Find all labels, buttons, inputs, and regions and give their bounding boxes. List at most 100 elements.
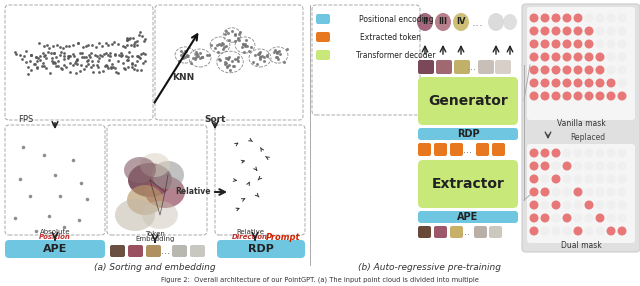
- Point: [278, 59, 289, 64]
- Ellipse shape: [140, 153, 170, 177]
- FancyBboxPatch shape: [128, 245, 143, 257]
- Circle shape: [552, 78, 561, 88]
- FancyBboxPatch shape: [190, 245, 205, 257]
- Point: [95, 53, 106, 57]
- Point: [191, 54, 202, 59]
- FancyBboxPatch shape: [476, 143, 489, 156]
- Text: Replaced: Replaced: [570, 132, 605, 142]
- Circle shape: [573, 27, 582, 35]
- Text: (a) Sorting and embedding: (a) Sorting and embedding: [94, 263, 216, 273]
- Point: [56, 49, 67, 54]
- Point: [49, 60, 59, 65]
- Point: [103, 43, 113, 48]
- Circle shape: [563, 188, 572, 196]
- Point: [116, 54, 126, 58]
- Circle shape: [552, 200, 561, 210]
- Point: [134, 33, 144, 38]
- Point: [68, 63, 78, 67]
- Text: RDP: RDP: [457, 129, 479, 139]
- Text: (b) Auto-regressive pre-training: (b) Auto-regressive pre-training: [358, 263, 502, 273]
- Point: [182, 54, 192, 58]
- Point: [59, 57, 69, 61]
- Point: [191, 52, 201, 56]
- Point: [223, 56, 234, 61]
- Point: [68, 157, 78, 162]
- Point: [15, 176, 25, 181]
- Text: Positional encoding: Positional encoding: [358, 15, 433, 23]
- Point: [24, 59, 35, 63]
- Text: ...: ...: [463, 145, 472, 155]
- Circle shape: [541, 227, 550, 235]
- Circle shape: [618, 53, 627, 61]
- Circle shape: [573, 188, 582, 196]
- Circle shape: [552, 148, 561, 158]
- Point: [190, 57, 200, 61]
- Point: [39, 64, 49, 68]
- Point: [84, 54, 95, 59]
- Point: [81, 44, 92, 49]
- Text: Position: Position: [39, 234, 71, 240]
- Point: [120, 66, 131, 71]
- Point: [17, 56, 27, 61]
- Point: [220, 60, 230, 64]
- Point: [99, 64, 109, 68]
- Point: [262, 53, 272, 57]
- Circle shape: [584, 53, 593, 61]
- Point: [106, 66, 116, 70]
- Circle shape: [541, 13, 550, 23]
- Point: [35, 58, 45, 63]
- Point: [100, 63, 111, 67]
- Point: [255, 55, 265, 59]
- Point: [26, 67, 36, 72]
- Point: [132, 68, 143, 73]
- Point: [127, 61, 137, 66]
- Point: [29, 61, 39, 66]
- Ellipse shape: [488, 13, 504, 31]
- Point: [31, 55, 41, 59]
- Point: [221, 55, 232, 60]
- Point: [63, 54, 74, 58]
- Circle shape: [573, 53, 582, 61]
- Point: [53, 64, 63, 68]
- Point: [237, 45, 247, 49]
- Point: [132, 54, 143, 58]
- Point: [127, 54, 138, 58]
- Circle shape: [563, 148, 572, 158]
- Point: [125, 36, 135, 41]
- Point: [10, 216, 20, 221]
- Text: Extracted token: Extracted token: [360, 33, 422, 41]
- Point: [176, 53, 186, 57]
- Point: [73, 41, 83, 45]
- Point: [37, 64, 47, 69]
- Point: [42, 43, 52, 47]
- Circle shape: [573, 65, 582, 74]
- Point: [218, 47, 228, 52]
- Circle shape: [552, 174, 561, 184]
- FancyBboxPatch shape: [217, 240, 305, 258]
- FancyBboxPatch shape: [172, 245, 187, 257]
- Point: [40, 53, 51, 57]
- Point: [83, 61, 93, 66]
- Point: [93, 41, 104, 46]
- Point: [102, 63, 112, 68]
- Point: [68, 43, 79, 47]
- Point: [272, 50, 282, 55]
- Circle shape: [529, 78, 538, 88]
- Text: III: III: [438, 17, 447, 27]
- Text: RDP: RDP: [248, 244, 274, 254]
- Point: [186, 60, 196, 65]
- Point: [232, 35, 243, 40]
- Point: [118, 43, 129, 48]
- Circle shape: [618, 162, 627, 170]
- Text: ...: ...: [161, 246, 170, 256]
- FancyBboxPatch shape: [434, 226, 447, 238]
- Point: [253, 51, 263, 56]
- Point: [204, 53, 214, 58]
- Point: [35, 54, 45, 59]
- Point: [57, 67, 67, 72]
- Point: [19, 53, 29, 58]
- Circle shape: [595, 92, 605, 100]
- Point: [246, 45, 256, 49]
- Point: [255, 57, 265, 61]
- Point: [113, 59, 124, 63]
